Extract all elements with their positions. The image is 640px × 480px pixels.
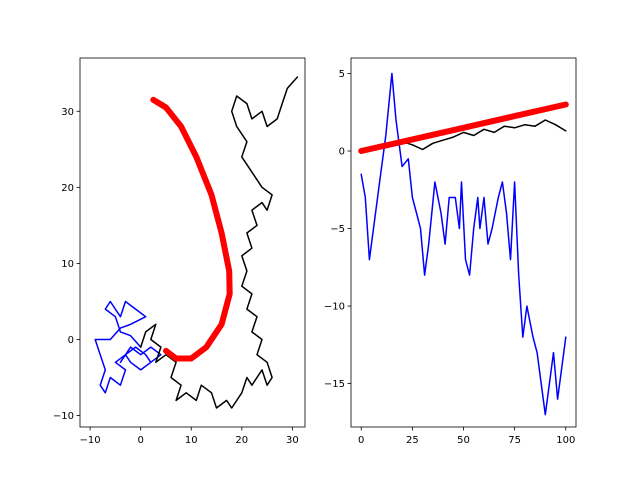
- x-tick-label: 75: [508, 435, 521, 446]
- x-tick-label: 20: [235, 435, 248, 446]
- axes-frame: [79, 57, 306, 428]
- y-tick-label: −10: [53, 411, 74, 422]
- series-line-red-drift: [358, 101, 569, 154]
- series-line-black-walk: [139, 76, 299, 409]
- series-line-red-drift: [150, 96, 233, 362]
- subplot-1: −10 0 10 20 30 −10 0 10 20 30: [53, 57, 306, 446]
- y-tick-label: −5: [330, 224, 345, 235]
- series-group: [358, 72, 569, 416]
- x-tick-label: 30: [286, 435, 299, 446]
- series-group: [94, 76, 299, 409]
- y-tick-label: 10: [61, 259, 74, 270]
- series-line-black-walk: [360, 119, 567, 152]
- y-tick-label: 0: [68, 335, 74, 346]
- y-tick-label: 30: [61, 107, 74, 118]
- x-tick-label: −10: [80, 435, 101, 446]
- x-tick-label: 0: [358, 435, 364, 446]
- x-tick-label: 10: [185, 435, 198, 446]
- y-tick-label: −15: [324, 379, 345, 390]
- y-tick-label: 5: [339, 69, 345, 80]
- series-line-blue-walk: [360, 72, 567, 416]
- x-tick-label: 100: [556, 435, 575, 446]
- x-tick-label: 25: [406, 435, 419, 446]
- y-tick-label: 20: [61, 183, 74, 194]
- y-tick-label: 0: [339, 147, 345, 158]
- y-tick-label: −10: [324, 302, 345, 313]
- series-line-blue-walk: [94, 300, 162, 394]
- subplot-2: 0 25 50 75 100 −15 −10 −5 0 5: [324, 57, 577, 446]
- x-tick-label: 0: [137, 435, 143, 446]
- axes-frame: [350, 57, 577, 428]
- x-tick-label: 50: [457, 435, 470, 446]
